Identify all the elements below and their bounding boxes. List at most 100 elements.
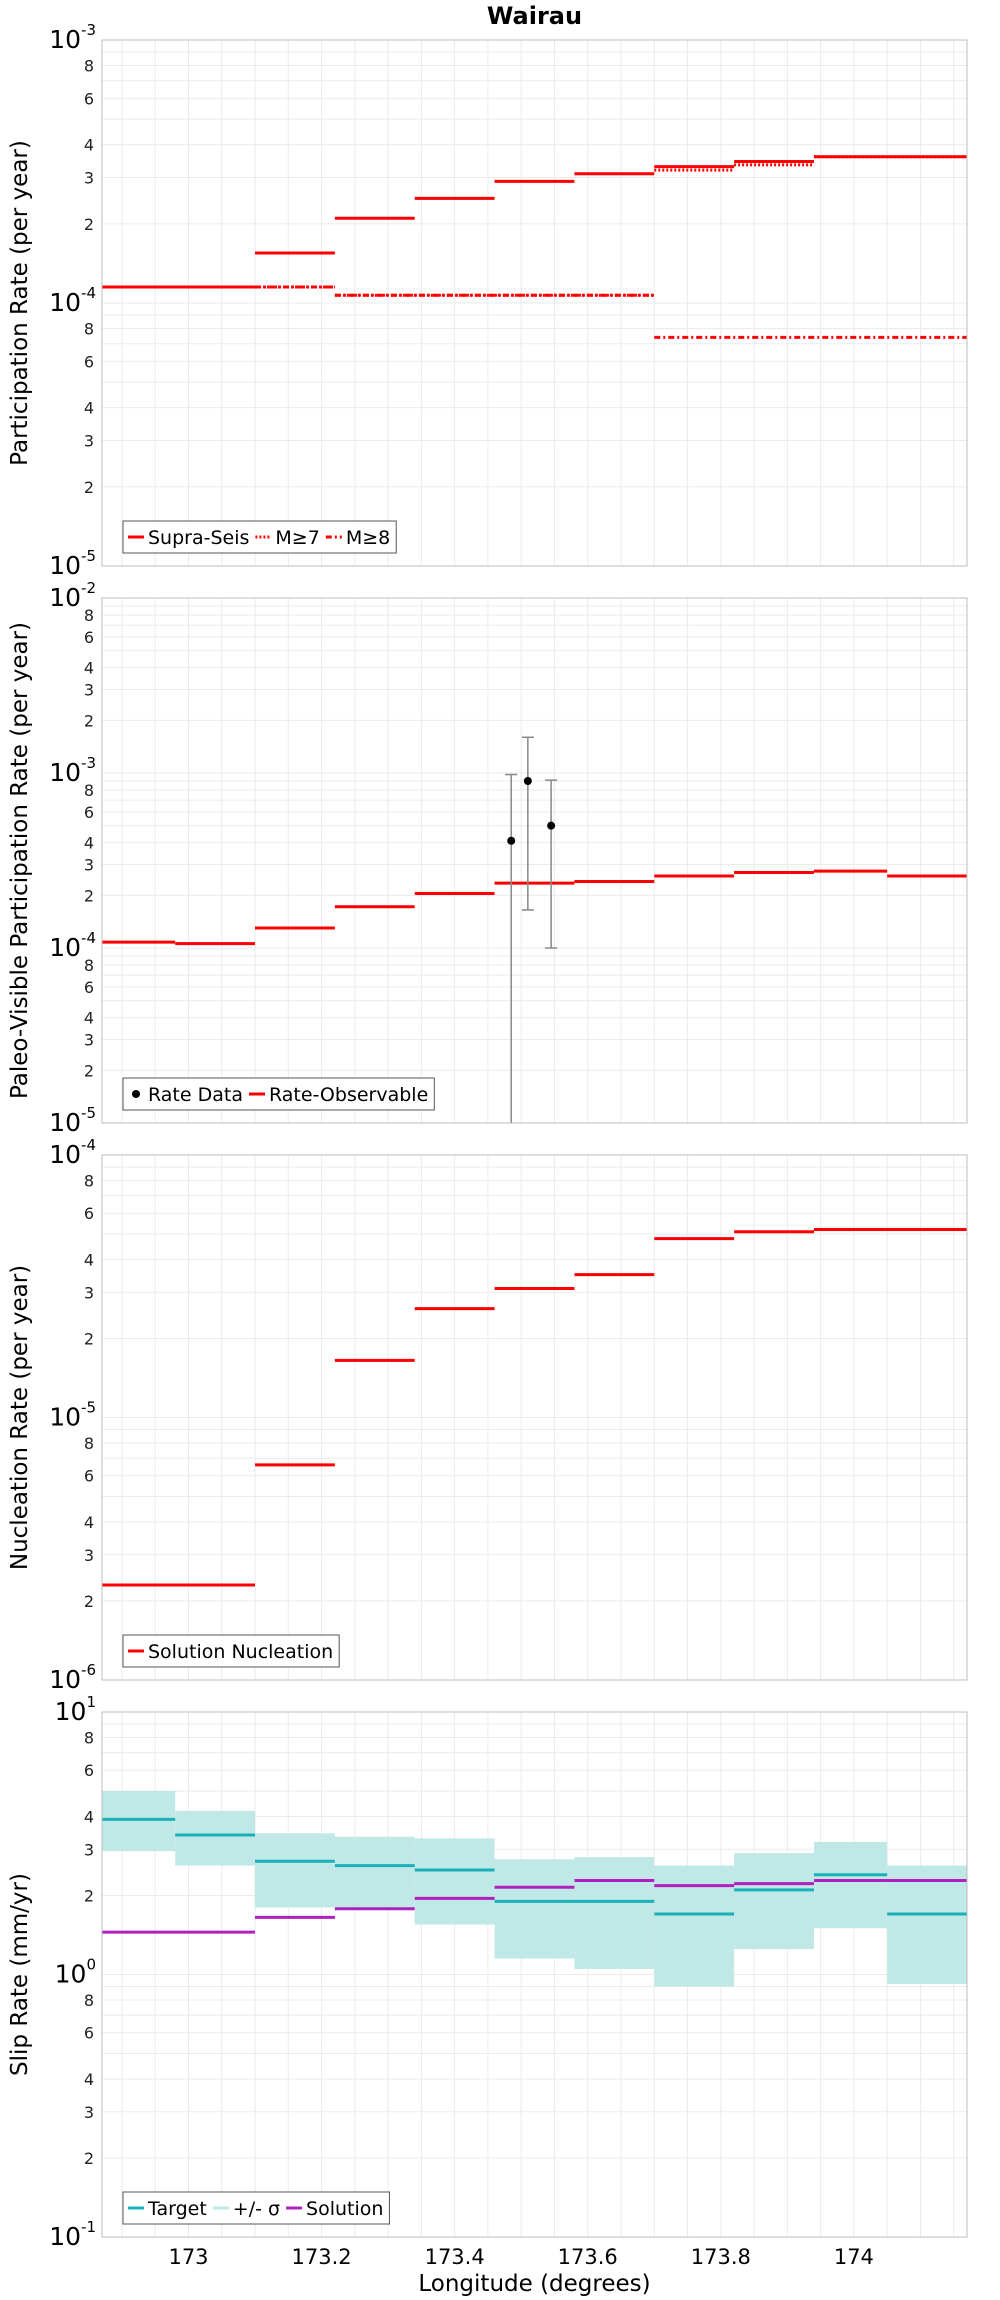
legend: Rate Data Rate-Observable <box>122 1077 435 1111</box>
y-tick-label: 10-5 <box>49 1399 96 1432</box>
plot-area <box>102 598 967 1123</box>
y-tick-label: 10-3 <box>49 754 96 787</box>
data-point <box>507 836 516 845</box>
y-tick-label: 4 <box>84 659 94 678</box>
panel-3: 10-6 2 3 4 6 8 10-5 2 3 4 6 8 10-4 Nucleation Rate (p… <box>7 1136 968 1694</box>
y-tick-label: 2 <box>84 1886 94 1905</box>
legend-box <box>122 2191 390 2225</box>
y-tick-label: 4 <box>84 399 94 418</box>
y-axis-label: Participation Rate (per year) <box>7 140 33 466</box>
panel-1: 10-5 2 3 4 6 8 10-4 2 3 4 6 8 10-3 Participation Rate… <box>7 2 968 580</box>
y-tick-label: 10-6 <box>49 1661 96 1694</box>
y-tick-label: 3 <box>84 432 94 451</box>
y-tick-label: 2 <box>84 1061 94 1080</box>
chart-title: Wairau <box>487 2 582 30</box>
legend-label: +/- σ <box>233 2198 280 2220</box>
sigma-band-segment <box>175 1810 256 1866</box>
y-tick-label: 101 <box>55 1693 96 1726</box>
y-tick-label: 3 <box>84 1840 94 1859</box>
y-tick-label: 100 <box>55 1956 96 1989</box>
data-point <box>547 821 556 830</box>
y-tick-label: 4 <box>84 2070 94 2089</box>
y-tick-label: 8 <box>84 781 94 800</box>
series-solution-nucleation <box>102 1228 967 1587</box>
y-tick-label: 3 <box>84 681 94 700</box>
plot-frame <box>101 1711 968 2238</box>
y-tick-label: 3 <box>84 1031 94 1050</box>
y-tick-label: 4 <box>84 1009 94 1028</box>
y-tick-label: 4 <box>84 834 94 853</box>
x-tick-label: 173.2 <box>292 2245 352 2269</box>
sigma-band-segment <box>574 1857 655 1969</box>
y-tick-label: 4 <box>84 136 94 155</box>
y-tick-label: 6 <box>84 1467 94 1486</box>
y-axis-label: Paleo-Visible Participation Rate (per ye… <box>7 622 33 1099</box>
legend-label: Rate-Observable <box>269 1084 428 1106</box>
legend: Target +/- σ Solution <box>122 2191 390 2225</box>
sigma-band-segment <box>887 1865 967 1985</box>
y-tick-label: 4 <box>84 1807 94 1826</box>
panel-2: 10-52346810-42346810-32346810-2Paleo-Vis… <box>7 579 968 1137</box>
y-tick-label: 8 <box>84 319 94 338</box>
legend: Solution Nucleation <box>122 1634 340 1668</box>
plot-frame <box>101 1154 968 1681</box>
sigma-band-segment <box>654 1865 735 1987</box>
y-tick-label: 2 <box>84 215 94 234</box>
y-tick-label: 10-3 <box>49 21 96 54</box>
series-target <box>102 1817 967 1916</box>
y-tick-label: 8 <box>84 606 94 625</box>
x-tick-label: 173.8 <box>691 2245 751 2269</box>
series-m-8 <box>102 285 967 339</box>
y-tick-label: 3 <box>84 1546 94 1565</box>
y-tick-label: 10-4 <box>49 284 96 317</box>
y-tick-label: 6 <box>84 803 94 822</box>
x-axis-label: Longitude (degrees) <box>418 2271 650 2297</box>
y-tick-label: 6 <box>84 2024 94 2043</box>
legend-label: M≥8 <box>346 527 390 549</box>
legend-label: Supra-Seis <box>148 527 249 549</box>
y-tick-label: 6 <box>84 1204 94 1223</box>
y-tick-label: 6 <box>84 352 94 371</box>
plot-frame <box>101 39 968 567</box>
y-axis-label: Nucleation Rate (per year) <box>7 1265 33 1570</box>
y-tick-label: 4 <box>84 1250 94 1269</box>
x-tick-label: 173 <box>168 2245 208 2269</box>
y-tick-label: 2 <box>84 1329 94 1348</box>
legend-marker <box>132 1090 140 1098</box>
y-tick-label: 6 <box>84 628 94 647</box>
panel-4: 10-1 2 3 4 6 8 100 2 3 4 6 8 101 Slip Rate (mm/yr) 173… <box>7 1693 968 2297</box>
plot-frame <box>101 597 968 1124</box>
sigma-band-segment <box>334 1836 415 1908</box>
data-point <box>523 777 532 786</box>
y-tick-label: 8 <box>84 1434 94 1453</box>
legend: Supra-Seis M≥7 M≥8 <box>122 520 397 554</box>
y-tick-label: 6 <box>84 978 94 997</box>
legend-box <box>122 1634 340 1668</box>
x-tick-label: 174 <box>834 2245 874 2269</box>
x-tick-label: 173.6 <box>558 2245 618 2269</box>
sigma-band-segment <box>734 1853 814 1950</box>
legend-label: Solution Nucleation <box>148 1641 333 1663</box>
legend-label: M≥7 <box>275 527 319 549</box>
y-tick-label: 10-5 <box>49 1104 96 1137</box>
sigma-band-segment <box>813 1841 888 1929</box>
y-tick-label: 3 <box>84 856 94 875</box>
y-tick-label: 6 <box>84 1761 94 1780</box>
sigma-band-segment <box>102 1791 176 1852</box>
legend-box <box>122 1077 435 1111</box>
y-tick-label: 2 <box>84 478 94 497</box>
sigma-band-segment <box>494 1859 575 1959</box>
y-tick-label: 3 <box>84 2103 94 2122</box>
sigma-band-segment <box>255 1833 335 1908</box>
x-tick-label: 173.4 <box>425 2245 485 2269</box>
series-m-7 <box>102 155 967 297</box>
y-tick-label: 6 <box>84 89 94 108</box>
y-tick-label: 10-5 <box>49 547 96 580</box>
y-tick-label: 3 <box>84 1283 94 1302</box>
y-tick-label: 8 <box>84 1728 94 1747</box>
y-tick-label: 3 <box>84 169 94 188</box>
y-tick-label: 10-4 <box>49 1136 96 1169</box>
y-tick-label: 2 <box>84 2149 94 2168</box>
y-axis-label: Slip Rate (mm/yr) <box>7 1873 33 2076</box>
